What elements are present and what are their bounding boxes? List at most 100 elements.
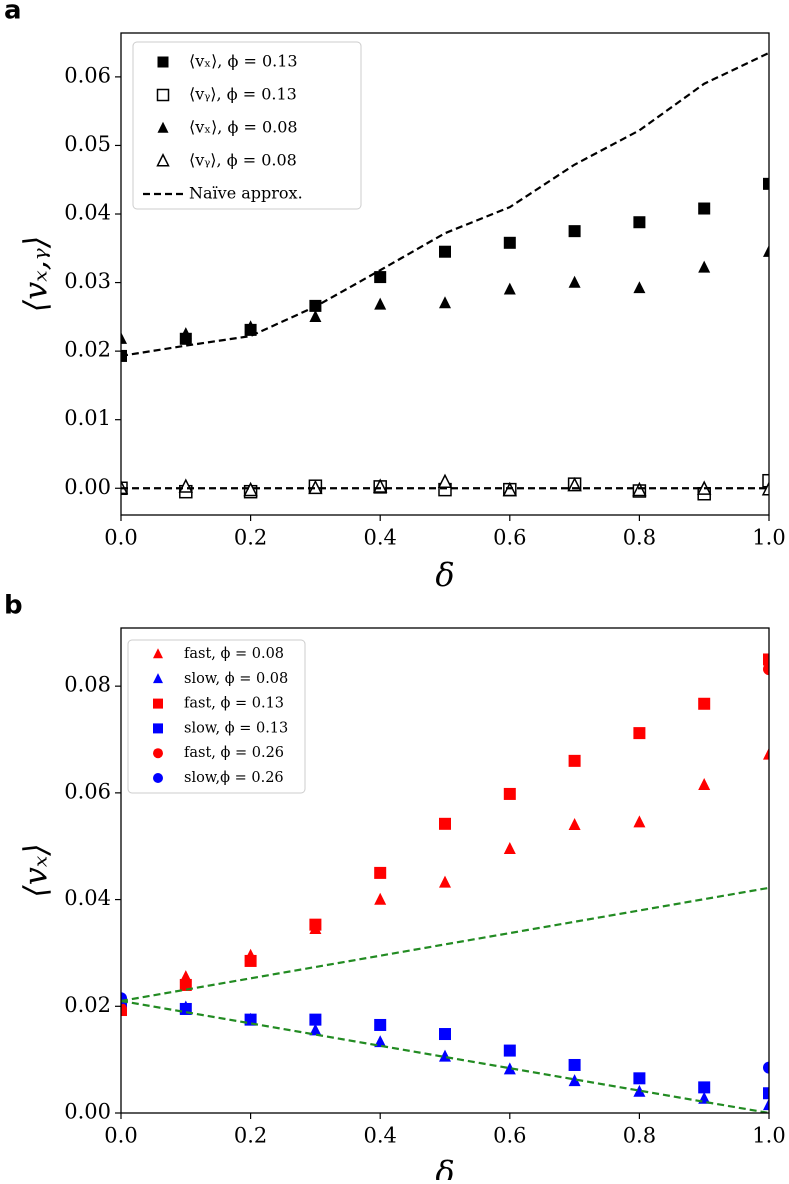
point [437,473,453,488]
y-tick-label: 0.03 [64,269,111,293]
point [502,481,518,497]
x-tick-label: 0.8 [623,526,656,550]
legend-swatch [156,88,170,102]
point [439,817,451,830]
point [763,244,769,257]
point [309,1013,322,1026]
point [439,1028,451,1041]
point [309,1023,322,1036]
point [503,236,516,249]
legend-swatch [157,121,169,133]
y-tick-label: 0.00 [64,1100,111,1124]
x-tick-label: 0.2 [234,1124,267,1148]
legend-label: slow, ϕ = 0.13 [184,720,288,736]
point [309,918,322,931]
point [763,663,769,676]
legend-swatch [156,153,170,167]
point [244,1013,257,1026]
y-axis-label: ⟨vₓ⟩ [17,843,55,897]
point [763,177,769,190]
point [503,842,516,855]
point [633,815,646,828]
point [374,1018,387,1031]
point [374,297,387,310]
point [439,875,451,888]
y-tick-label: 0.04 [64,886,111,910]
point [439,245,451,258]
point [763,653,769,666]
legend: ⟨vₓ⟩, ϕ = 0.13 ⟨vᵧ⟩, ϕ = 0.13 ⟨vₓ⟩, ϕ = 0.… [132,41,362,210]
x-axis-label: δ [435,556,454,594]
y-tick-label: 0.00 [64,475,111,499]
legend-swatch [153,773,163,783]
point [633,727,646,740]
legend-label: Naïve approx. [189,184,303,203]
point [179,978,192,991]
x-tick-label: 1.0 [752,1124,785,1148]
x-tick-label: 0.6 [493,526,526,550]
legend-swatch [153,698,163,709]
point [244,954,257,967]
point [243,481,258,497]
point [568,1058,581,1071]
legend-swatch [153,648,163,659]
point [568,275,581,288]
y-tick-label: 0.02 [64,338,111,362]
point [698,697,711,710]
legend-label: ⟨vᵧ⟩, ϕ = 0.08 [189,151,297,170]
y-tick-label: 0.06 [64,63,111,87]
point [121,997,127,1010]
y-tick-label: 0.06 [64,779,111,803]
legend-swatch [153,673,163,684]
legend-swatch [153,723,163,734]
point [568,818,581,831]
x-tick-label: 0.6 [493,1124,526,1148]
legend-label: fast, ϕ = 0.26 [184,745,284,761]
point [698,778,711,790]
panel-label: a [4,0,22,26]
point [568,1074,581,1087]
axes-frame [120,32,770,516]
legend-label: ⟨vₓ⟩, ϕ = 0.13 [189,52,298,71]
point [503,1062,516,1075]
point [633,216,646,229]
point [632,481,647,497]
y-tick-label: 0.04 [64,201,111,225]
point [698,202,711,215]
y-axis-label: ⟨vₓ,ᵧ⟩ [17,236,55,313]
point [633,281,646,294]
legend: fast, ϕ = 0.08 slow, ϕ = 0.08 fast, ϕ = 0.… [127,639,306,794]
point [763,1061,769,1074]
point [374,892,387,905]
point [121,1002,127,1015]
point [698,1081,711,1094]
y-tick-label: 0.08 [64,673,111,697]
point [503,787,516,800]
legend-frame [127,639,306,794]
point [762,473,769,488]
legend-label: slow, ϕ = 0.08 [184,671,288,687]
line-series [121,51,769,358]
point [763,747,769,760]
point [439,296,451,309]
point [633,1072,646,1085]
point [374,271,387,284]
axes-frame [120,627,770,1114]
x-tick-label: 0.4 [363,526,396,550]
line-series [121,886,769,1003]
legend-swatch [153,748,163,759]
point [121,331,127,344]
point [698,260,711,273]
point [568,225,581,238]
point [763,1087,769,1100]
x-tick-label: 0.2 [234,526,267,550]
x-tick-label: 0.0 [104,1124,137,1148]
point [244,320,257,333]
legend-label: slow,ϕ = 0.26 [184,770,284,786]
point [763,1098,769,1111]
y-tick-label: 0.01 [64,406,111,430]
x-tick-label: 0.4 [363,1124,396,1148]
point [179,327,192,340]
y-tick-label: 0.02 [64,993,111,1017]
